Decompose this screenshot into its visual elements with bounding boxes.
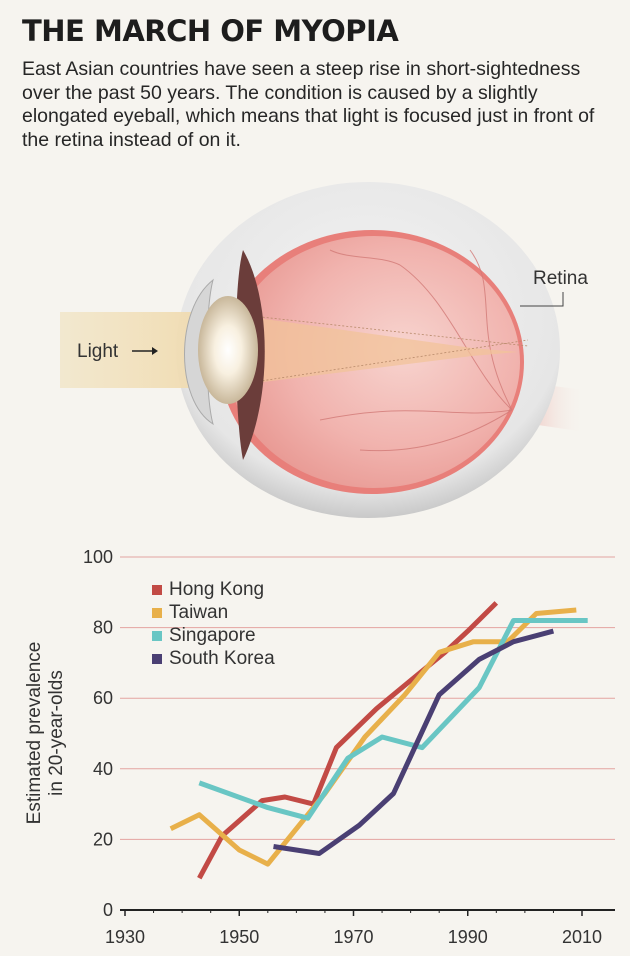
series-line-hong-kong xyxy=(197,601,499,880)
legend-swatch xyxy=(152,585,162,595)
y-tick-label: 0 xyxy=(103,900,113,920)
blood-vessels xyxy=(319,249,513,452)
x-tick-label: 2010 xyxy=(562,927,602,947)
y-axis-label-line-2: in 20-year-olds xyxy=(46,670,67,796)
lens xyxy=(198,296,258,404)
y-tick-label: 80 xyxy=(93,618,113,638)
x-tick-label: 1990 xyxy=(448,927,488,947)
y-tick-label: 60 xyxy=(93,688,113,708)
legend-swatch xyxy=(152,631,162,641)
focused-light xyxy=(215,312,518,388)
legend-label: Hong Kong xyxy=(169,579,264,600)
legend-swatch xyxy=(152,608,162,618)
legend-label: South Korea xyxy=(169,648,275,669)
legend-label: Taiwan xyxy=(169,602,228,623)
dek-text: East Asian countries have seen a steep r… xyxy=(22,58,595,151)
series-lines xyxy=(169,601,588,880)
legend-swatch xyxy=(152,654,162,664)
retina-leader xyxy=(520,292,564,307)
legend-label: Singapore xyxy=(169,625,256,646)
y-tick-label: 20 xyxy=(93,829,113,849)
y-tick-label: 100 xyxy=(83,547,113,567)
y-tick-labels: 0 20 40 60 80 100 xyxy=(83,547,113,920)
x-tick-label: 1930 xyxy=(105,927,145,947)
x-tick-label: 1950 xyxy=(219,927,259,947)
series-line-taiwan xyxy=(169,607,577,867)
y-axis-label-line-1: Estimated prevalence xyxy=(24,642,45,825)
x-tick-labels: 1930 1950 1970 1990 2010 xyxy=(105,927,602,947)
gridlines xyxy=(120,556,615,916)
y-tick-label: 40 xyxy=(93,759,113,779)
headline: THE MARCH OF MYOPIA xyxy=(22,14,399,48)
retina-label: Retina xyxy=(533,268,588,289)
light-label: Light xyxy=(77,341,119,362)
series-line-singapore xyxy=(198,618,588,821)
eye-diagram: Light Retina xyxy=(60,182,588,518)
series-line-south-korea xyxy=(273,628,555,856)
light-arrowhead-icon xyxy=(152,347,158,355)
x-tick-label: 1970 xyxy=(333,927,373,947)
